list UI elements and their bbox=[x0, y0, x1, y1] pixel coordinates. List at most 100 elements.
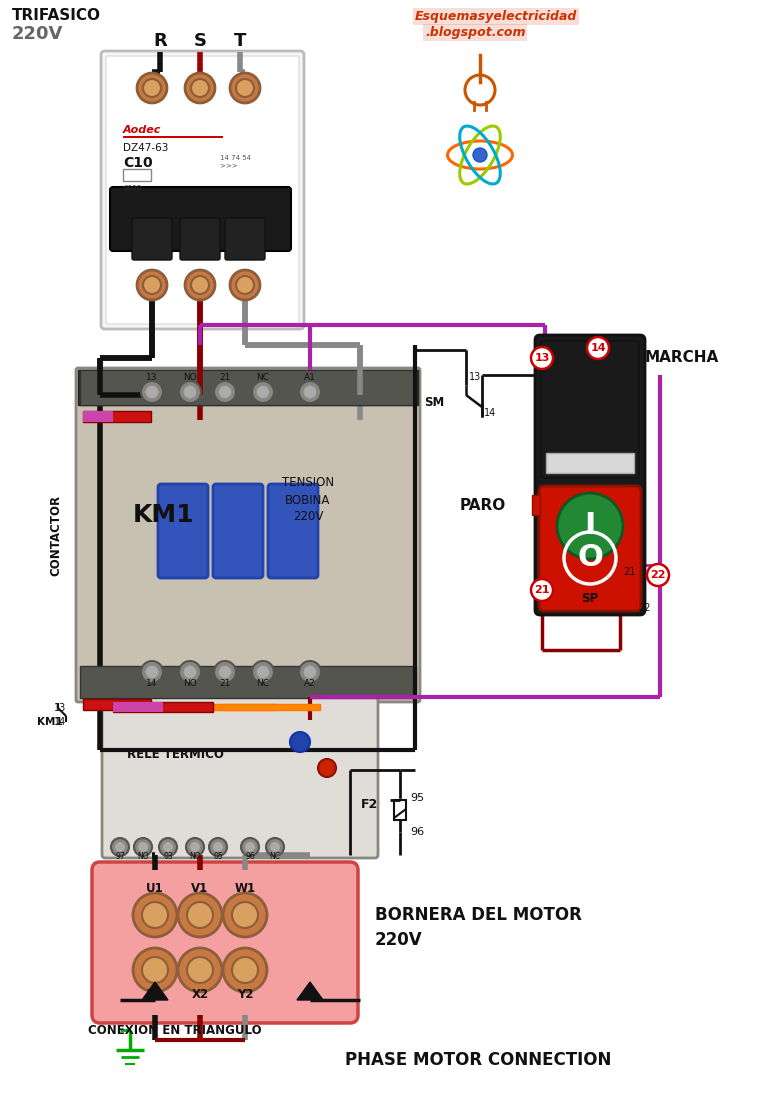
Text: Esquemasyelectricidad: Esquemasyelectricidad bbox=[415, 10, 578, 23]
Text: X2: X2 bbox=[192, 988, 208, 1001]
Circle shape bbox=[185, 269, 215, 301]
Text: 6000: 6000 bbox=[123, 185, 141, 191]
Text: I: I bbox=[584, 511, 596, 540]
Text: PHASE MOTOR CONNECTION: PHASE MOTOR CONNECTION bbox=[345, 1051, 611, 1069]
Circle shape bbox=[187, 957, 213, 983]
Text: 220V: 220V bbox=[12, 26, 63, 43]
Bar bbox=[123, 169, 151, 181]
Text: C10: C10 bbox=[123, 156, 153, 170]
Text: R: R bbox=[153, 32, 167, 50]
Circle shape bbox=[134, 838, 152, 856]
Circle shape bbox=[185, 73, 215, 103]
Text: BORNERA DEL MOTOR: BORNERA DEL MOTOR bbox=[375, 906, 582, 924]
Circle shape bbox=[138, 842, 148, 852]
Text: 95: 95 bbox=[410, 793, 424, 803]
Circle shape bbox=[647, 564, 669, 586]
Text: 13: 13 bbox=[146, 374, 158, 383]
Circle shape bbox=[183, 665, 197, 679]
Circle shape bbox=[179, 381, 201, 403]
Text: RELE TERMICO: RELE TERMICO bbox=[127, 749, 223, 762]
Circle shape bbox=[191, 276, 209, 294]
Text: 13: 13 bbox=[54, 703, 66, 713]
Circle shape bbox=[179, 661, 201, 683]
Text: T: T bbox=[234, 32, 246, 50]
Circle shape bbox=[223, 893, 267, 937]
Text: 14: 14 bbox=[484, 408, 496, 418]
Circle shape bbox=[230, 73, 260, 103]
Text: TENSION
BOBINA
220V: TENSION BOBINA 220V bbox=[282, 477, 334, 523]
Bar bbox=[80, 667, 416, 698]
Bar bbox=[83, 411, 113, 423]
Text: NC: NC bbox=[256, 680, 270, 689]
Circle shape bbox=[299, 661, 321, 683]
Circle shape bbox=[145, 385, 159, 399]
Circle shape bbox=[209, 838, 227, 856]
Circle shape bbox=[303, 665, 317, 679]
FancyBboxPatch shape bbox=[539, 486, 641, 611]
Circle shape bbox=[187, 902, 213, 928]
Circle shape bbox=[256, 385, 270, 399]
Circle shape bbox=[133, 948, 177, 991]
Circle shape bbox=[236, 276, 254, 294]
Text: Aodec: Aodec bbox=[123, 125, 161, 135]
Bar bbox=[123, 136, 223, 138]
Circle shape bbox=[178, 948, 222, 991]
Text: W1: W1 bbox=[234, 882, 255, 895]
Circle shape bbox=[299, 381, 321, 403]
Circle shape bbox=[245, 842, 255, 852]
Circle shape bbox=[218, 665, 232, 679]
Bar bbox=[156, 704, 276, 710]
Circle shape bbox=[252, 381, 274, 403]
Text: NC: NC bbox=[256, 374, 270, 383]
Circle shape bbox=[232, 957, 258, 983]
Circle shape bbox=[223, 948, 267, 991]
FancyBboxPatch shape bbox=[535, 335, 645, 615]
Bar bbox=[220, 704, 320, 710]
Bar bbox=[113, 702, 213, 712]
Text: .blogspot.com: .blogspot.com bbox=[425, 26, 525, 39]
Text: NC: NC bbox=[270, 852, 280, 861]
FancyBboxPatch shape bbox=[158, 484, 208, 578]
Circle shape bbox=[531, 579, 553, 601]
Text: 13: 13 bbox=[534, 353, 549, 363]
FancyBboxPatch shape bbox=[541, 340, 639, 478]
FancyBboxPatch shape bbox=[268, 484, 318, 578]
Text: 22: 22 bbox=[638, 603, 651, 613]
Text: S: S bbox=[194, 32, 207, 50]
Circle shape bbox=[557, 494, 623, 559]
Circle shape bbox=[183, 385, 197, 399]
FancyBboxPatch shape bbox=[76, 368, 420, 702]
Text: SM: SM bbox=[424, 397, 444, 409]
Circle shape bbox=[214, 661, 236, 683]
Circle shape bbox=[133, 893, 177, 937]
Text: CONTACTOR: CONTACTOR bbox=[49, 495, 62, 576]
Circle shape bbox=[218, 385, 232, 399]
Circle shape bbox=[137, 73, 167, 103]
Text: V1: V1 bbox=[192, 882, 209, 895]
Circle shape bbox=[190, 842, 200, 852]
Text: 14: 14 bbox=[54, 718, 66, 728]
Circle shape bbox=[143, 276, 161, 294]
Text: KM1: KM1 bbox=[133, 503, 195, 527]
Bar bbox=[83, 699, 151, 710]
Bar bbox=[546, 452, 634, 474]
Circle shape bbox=[142, 902, 168, 928]
Circle shape bbox=[236, 79, 254, 96]
Circle shape bbox=[111, 838, 129, 856]
Polygon shape bbox=[142, 981, 168, 1000]
Circle shape bbox=[266, 838, 284, 856]
Text: 97: 97 bbox=[115, 852, 125, 861]
Text: NO: NO bbox=[138, 852, 149, 861]
FancyBboxPatch shape bbox=[110, 187, 291, 251]
Circle shape bbox=[232, 902, 258, 928]
Text: 22: 22 bbox=[651, 570, 666, 580]
Text: U1: U1 bbox=[146, 882, 164, 895]
Circle shape bbox=[163, 842, 173, 852]
Circle shape bbox=[213, 842, 223, 852]
Text: NO: NO bbox=[183, 374, 197, 383]
Text: A1: A1 bbox=[304, 374, 316, 383]
Text: 21: 21 bbox=[220, 680, 231, 689]
Text: 21: 21 bbox=[220, 374, 231, 383]
Text: 14: 14 bbox=[147, 680, 157, 689]
Circle shape bbox=[230, 269, 260, 301]
